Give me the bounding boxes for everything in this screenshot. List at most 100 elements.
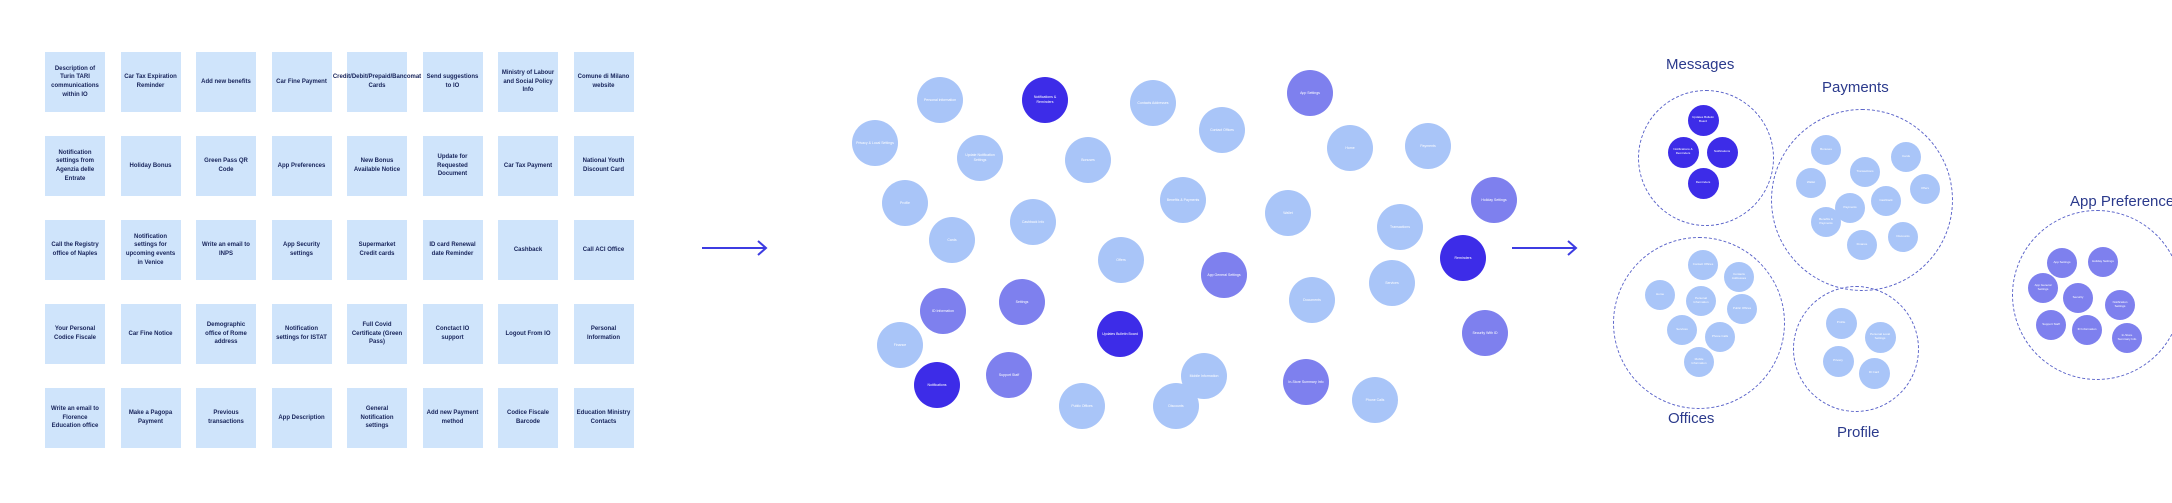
sort-card: Notification settings from Agenzia delle…	[45, 136, 105, 196]
topic-bubble: Contact Offices	[1199, 107, 1245, 153]
topic-bubble: Update Notification Settings	[957, 135, 1003, 181]
group-item-bubble: Cards	[1891, 142, 1921, 172]
group-item-bubble: Finance	[1847, 230, 1877, 260]
sort-card: App Security settings	[271, 220, 332, 280]
topic-bubble: App Settings	[1287, 70, 1333, 116]
group-item-bubble: Services	[1667, 315, 1697, 345]
sort-card: Call the Registry office of Naples	[45, 220, 105, 280]
topic-bubble: Transactions	[1377, 204, 1423, 250]
sort-card: App Description	[271, 388, 332, 448]
sort-card: Car Tax Payment	[498, 136, 558, 196]
topic-bubble: Mobile Information	[1181, 353, 1227, 399]
sort-card: Notification settings for upcoming event…	[120, 220, 181, 280]
group-item-bubble: Contact Offices	[1688, 250, 1718, 280]
sort-card: Holiday Bonus	[120, 136, 181, 196]
group-ring	[1638, 90, 1774, 226]
sort-card: Add new benefits	[196, 52, 256, 112]
group-item-bubble: Mobile Information	[1684, 347, 1714, 377]
topic-bubble: In-Store Summary Info	[1283, 359, 1329, 405]
unsorted-bubble-field: Personal information Notifications & Remi…	[660, 0, 1560, 503]
sort-card: Car Fine Payment	[271, 52, 332, 112]
group-item-bubble: Holiday Settings	[2088, 247, 2118, 277]
sort-card: Previous transactions	[196, 388, 256, 448]
sort-card: Notification settings for ISTAT	[271, 304, 332, 364]
right-arrow-icon	[702, 240, 768, 256]
topic-bubble: Cashback Info	[1010, 199, 1056, 245]
group-ring	[1793, 286, 1919, 412]
topic-bubble: Finance	[877, 322, 923, 368]
group-item-bubble: Privacy	[1822, 345, 1854, 377]
topic-bubble: Updates Bulletin Board	[1097, 311, 1143, 357]
group-title: Messages	[1666, 56, 1735, 73]
sort-card: Personal Information	[573, 304, 634, 364]
group-item-bubble: Offers	[1910, 174, 1940, 204]
sort-card: Your Personal Codice Fiscale	[45, 304, 105, 364]
topic-bubble: App General Settings	[1201, 252, 1247, 298]
group-ring	[2012, 210, 2172, 380]
sort-card: Supermarket Credit cards	[347, 220, 407, 280]
sort-card: Green Pass QR Code	[196, 136, 256, 196]
sort-card: Conctact IO support	[422, 304, 483, 364]
sort-card: Car Tax Expiration Reminder	[120, 52, 181, 112]
topic-bubble: Services	[1369, 260, 1415, 306]
topic-bubble: Notifications	[914, 362, 960, 408]
topic-bubble: Holiday Settings	[1471, 177, 1517, 223]
group-item-bubble: Support Staff	[2036, 310, 2066, 340]
topic-bubble: Cards	[929, 217, 975, 263]
group-item-bubble: Security	[2063, 283, 2093, 313]
sort-card: Send suggestions to IO	[422, 52, 483, 112]
group-item-bubble: Phone Calls	[1705, 322, 1735, 352]
sort-card: Add new Payment method	[422, 388, 483, 448]
group-item-bubble: Notification Settings	[2105, 290, 2135, 320]
sort-card: Ministry of Labour and Social Policy Inf…	[498, 52, 558, 112]
sort-card: Logout From IO	[498, 304, 558, 364]
sort-card: Description of Turin TARI communications…	[45, 52, 105, 112]
topic-bubble: Public Offices	[1059, 383, 1105, 429]
topic-bubble: Support Staff	[986, 352, 1032, 398]
group-item-bubble: Public Offices	[1727, 294, 1757, 324]
group-item-bubble: Benefits & Payments	[1811, 207, 1841, 237]
topic-bubble: Contacts Addresses	[1130, 80, 1176, 126]
sort-card: Credit/Debit/Prepaid/Bancomat Cards	[333, 52, 421, 112]
sort-card: Full Covid Certificate (Green Pass)	[347, 304, 407, 364]
group-ring	[1613, 237, 1785, 409]
topic-bubble: Discounts	[1153, 383, 1199, 429]
card-sorting-grid: Description of Turin TARI communications…	[0, 0, 660, 503]
group-item-bubble: In-Store Summary Info	[2112, 323, 2142, 353]
group-item-bubble: Transactions	[1850, 157, 1880, 187]
sort-card: Comune di Milano website	[573, 52, 634, 112]
group-item-bubble: Personal Information	[1686, 286, 1716, 316]
group-item-bubble: Reminders	[1687, 167, 1719, 199]
topic-bubble: Notifications & Reminders	[1022, 77, 1068, 123]
topic-bubble: Documents	[1289, 277, 1335, 323]
group-item-bubble: Updates Bulletin Board	[1687, 104, 1719, 136]
group-item-bubble: ID Information	[2072, 315, 2102, 345]
sort-card: ID card Renewal date Reminder	[422, 220, 483, 280]
sort-card: Update for Requested Document	[422, 136, 483, 196]
sort-card: Make a Pagopa Payment	[120, 388, 181, 448]
grouped-clusters: Messages Updates Bulletin Board Notificati…	[1560, 0, 2172, 503]
topic-bubble: Home	[1327, 125, 1373, 171]
topic-bubble: Offers	[1098, 237, 1144, 283]
sort-card: Cashback	[498, 220, 558, 280]
group-title: Payments	[1822, 79, 1889, 96]
topic-bubble: Personal information	[917, 77, 963, 123]
topic-bubble: Bonuses	[1065, 137, 1111, 183]
group-item-bubble: App Settings	[2047, 248, 2077, 278]
group-item-bubble: App General Settings	[2028, 273, 2058, 303]
topic-bubble: Wallet	[1265, 190, 1311, 236]
group-item-bubble: Bonuses	[1811, 135, 1841, 165]
group-title: App Preferences	[2070, 193, 2172, 210]
sort-card: General Notification settings	[347, 388, 407, 448]
sort-card: Car Fine Notice	[120, 304, 181, 364]
sort-card: Write an email to Florence Education off…	[45, 388, 105, 448]
topic-bubble: Security With ID	[1462, 310, 1508, 356]
group-item-bubble: Discounts	[1888, 222, 1918, 252]
topic-bubble: Settings	[999, 279, 1045, 325]
group-item-bubble: Personal Local Settings	[1864, 321, 1896, 353]
sort-card: Write an email to INPS	[196, 220, 256, 280]
topic-bubble: Reminders	[1440, 235, 1486, 281]
sort-card: New Bonus Available Notice	[347, 136, 407, 196]
group-item-bubble: Cashback	[1871, 186, 1901, 216]
group-title: Offices	[1668, 410, 1715, 427]
